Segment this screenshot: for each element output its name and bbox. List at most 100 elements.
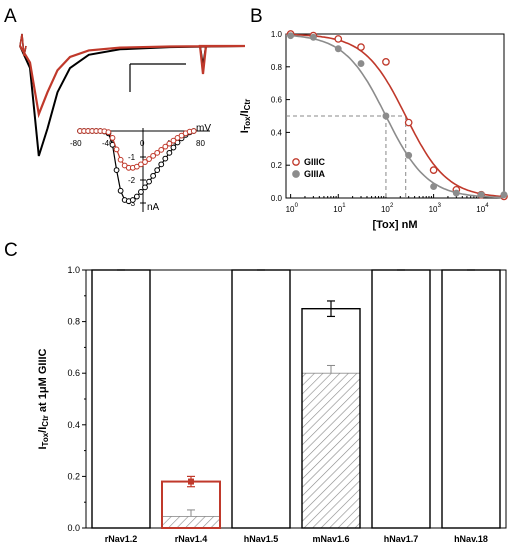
legend-label: GIIIC [304,157,326,167]
x-tick-label: rNav1.2 [105,534,138,544]
inset-x-tick-0: 0 [140,139,145,148]
x-tick-exponent: 1 [342,203,346,209]
legend-marker [292,158,300,166]
iv-point [170,137,177,144]
y-tick-label: 0.8 [67,317,80,327]
iv-point [162,155,169,162]
data-point [500,191,508,199]
legend: GIIIC GIIIA [292,157,326,179]
hatched-bar [161,515,221,529]
data-point [382,112,390,120]
data-point [405,151,413,159]
x-tick-label: 10 [286,205,295,214]
data-point [287,32,295,40]
panel-a-iv-inset: -80 -40 0 40 80 mV -1 -2 -3 nA [70,123,211,213]
y-tick-label: 0.4 [271,128,283,137]
iv-point [162,143,169,150]
iv-point [133,193,140,200]
y-axis-label: ITox/ICtr [239,99,252,133]
iv-point [142,184,148,191]
inset-y-unit: nA [147,202,160,213]
inset-x-tick-m80: -80 [70,139,82,148]
trace-line-0 [19,45,246,157]
inset-y-tick-3: -3 [128,199,136,208]
panel-letter-a: A [4,6,17,27]
x-tick-label: hNav.18 [454,534,488,544]
iv-point [150,152,157,159]
y-tick-label: 1.0 [271,30,283,39]
y-tick-label: 0.0 [67,523,80,533]
x-tick-label: hNav1.7 [384,534,419,544]
x-tick-label: hNav1.5 [244,534,279,544]
y-tick-label: 0.4 [67,420,80,430]
iv-point [146,178,152,185]
data-point [477,191,485,199]
x-tick-label: 10 [429,205,438,214]
fit-curve-GIIIA [285,34,505,199]
panel-b-dose-response: ITox/ICtr [Tox] nM 0.00.20.40.60.81.0 10… [239,30,508,231]
trace-line-1 [19,44,246,119]
y-tick-label: 0.6 [67,368,80,378]
scale-bar [129,63,186,92]
data-point [452,189,460,197]
y-tick-label: 1.0 [67,265,80,275]
y-axis-label: ITox/ICtr at 1μM GIIIC [37,348,50,449]
x-tick-exponent: 2 [390,203,394,209]
bar-hNav.18 [441,269,501,529]
iv-point [109,135,116,141]
x-tick-exponent: 4 [485,203,489,209]
panel-letter-c: C [4,240,18,261]
data-point [382,58,390,66]
y-tick-label: 0.2 [67,471,80,481]
iv-point [138,189,144,195]
inset-x-unit: mV [196,123,211,134]
iv-point [166,149,173,156]
y-tick-label: 0.0 [271,194,283,203]
iv-point [146,156,152,162]
x-tick-label: 10 [333,205,342,214]
data-point [309,33,317,41]
data-point [334,45,342,53]
y-tick-label: 0.6 [271,96,283,105]
bar-rNav1.2 [91,269,151,529]
iv-point [158,146,165,153]
data-point [357,43,365,51]
trace-transient-1 [19,33,27,57]
iv-point [105,129,112,136]
x-tick-exponent: 3 [438,203,442,209]
hatched-bar [301,372,361,529]
iv-point [154,167,161,174]
iv-point [129,197,136,203]
inset-y-tick-1: -1 [128,153,136,162]
x-tick-label: 10 [381,205,390,214]
inset-x-tick-m40: -40 [102,139,114,148]
data-point [334,35,343,43]
iv-point [154,149,161,156]
iv-point [113,146,120,153]
x-tick-label: mNav1.6 [312,534,349,544]
data-point [429,166,438,174]
iv-point [190,128,197,134]
iv-point [158,161,165,168]
inset-x-tick-80: 80 [196,139,205,148]
iv-point [142,159,148,165]
x-axis-label: [Tox] nM [372,219,417,231]
x-tick-label: rNav1.4 [175,534,208,544]
plot-frame [85,269,507,529]
iv-point [170,144,177,151]
data-point [430,183,438,190]
y-tick-label: 0.8 [271,63,283,72]
panel-c-bar-chart: ITox/ICtr at 1μM GIIIC 0.0 0.2 0.4 0.6 0.8 1.… [37,265,507,544]
iv-point [150,172,157,179]
bar-hNav1.5 [231,269,291,529]
x-tick-label: 10 [476,205,485,214]
x-tick-exponent: 0 [295,203,299,209]
iv-point [113,167,120,174]
data-point [404,118,413,127]
iv-point [117,156,124,163]
fit-curve-GIIIC [286,33,505,198]
inset-y-tick-2: -2 [128,176,136,185]
y-tick-label: 0.2 [271,161,283,170]
panel-letter-b: B [250,6,263,27]
